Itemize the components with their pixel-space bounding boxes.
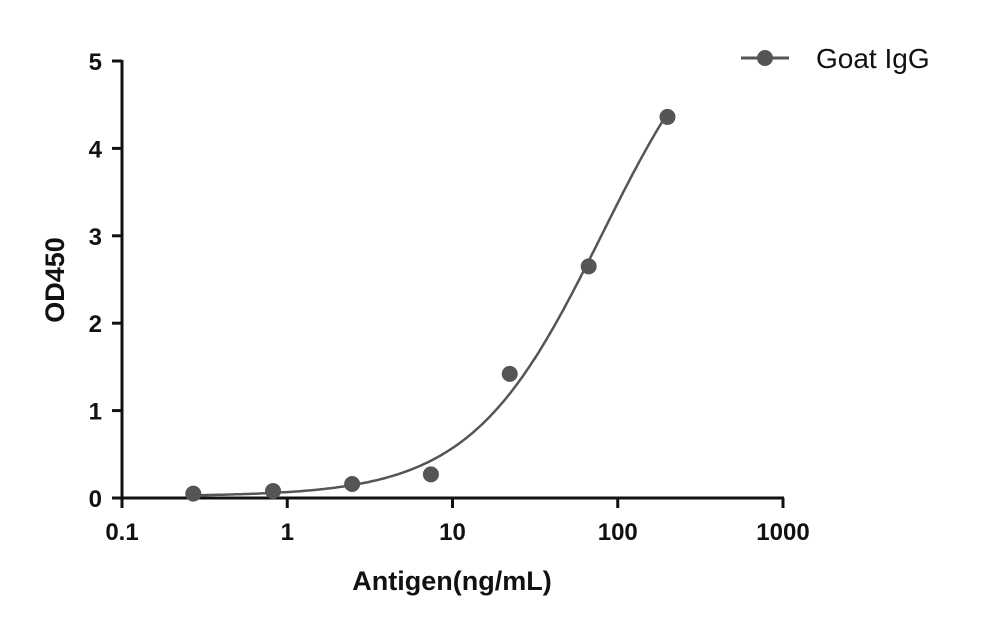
data-point — [659, 108, 676, 125]
x-tick-label: 1 — [281, 519, 294, 546]
data-point — [580, 258, 597, 275]
data-point — [185, 485, 202, 502]
legend-label: Goat IgG — [816, 43, 930, 74]
y-tick-label: 2 — [89, 311, 102, 338]
y-tick-label: 3 — [89, 224, 102, 251]
y-axis-label: OD450 — [40, 237, 70, 323]
y-tick-label: 0 — [89, 486, 102, 513]
data-point — [422, 466, 439, 483]
x-tick-label: 100 — [598, 519, 638, 546]
legend-point-marker — [757, 50, 773, 66]
x-tick-label: 0.1 — [105, 519, 138, 546]
data-point — [265, 483, 282, 500]
y-tick-label: 5 — [89, 49, 102, 76]
y-tick-label: 1 — [89, 399, 102, 426]
x-axis-label: Antigen(ng/mL) — [352, 566, 551, 596]
data-point — [501, 365, 518, 382]
legend: Goat IgG — [741, 43, 930, 74]
fit-curve — [193, 112, 669, 497]
data-point — [344, 476, 361, 493]
axes — [120, 60, 784, 500]
x-tick-label: 1000 — [756, 519, 809, 546]
x-tick-label: 10 — [439, 519, 466, 546]
y-tick-label: 4 — [89, 136, 103, 163]
